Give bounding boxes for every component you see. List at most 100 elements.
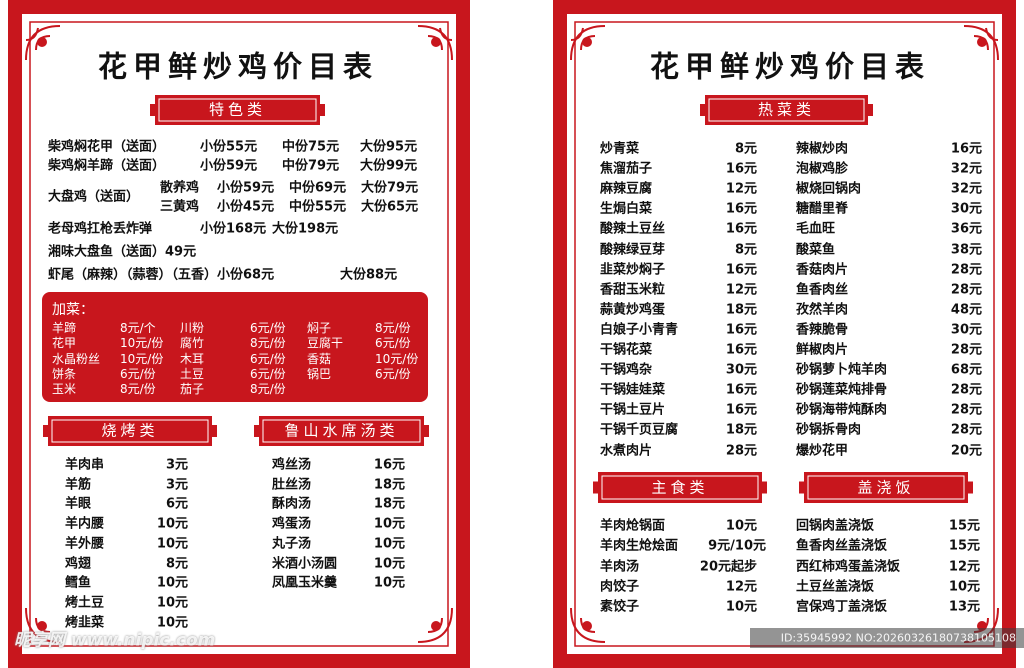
item-price: 6元 [165, 496, 188, 512]
extra-price: 6元/份 [250, 321, 286, 335]
menu-item: 大份198元 [272, 221, 339, 237]
item-price: 15元 [948, 518, 980, 534]
item-name: 羊内腰 [65, 516, 105, 532]
menu-item: 大份88元 [340, 267, 398, 283]
watermark-id: ID:35945992 NO:20260326180738105108 [780, 631, 1016, 645]
item-price: 8元 [734, 141, 757, 157]
item-price: 16元 [725, 201, 757, 217]
item-name: 泡椒鸡胗 [796, 161, 849, 177]
item-price: 16元 [725, 382, 757, 398]
item-name: 干锅鸡杂 [600, 362, 653, 378]
item-price: 16元 [725, 322, 757, 338]
item-price: 16元 [725, 342, 757, 358]
item-price: 28元 [725, 443, 757, 458]
banner-shape [867, 104, 873, 116]
item-name: 香辣脆骨 [796, 322, 849, 338]
item-name: 干锅千页豆腐 [600, 422, 679, 438]
section-heading: 鲁山水席汤类 [284, 421, 399, 440]
item-name: 椒烧回锅肉 [796, 181, 862, 197]
item-price: 28元 [950, 402, 982, 418]
extra-name: 豆腐干 [307, 336, 344, 351]
item-name: 酥肉汤 [272, 496, 312, 512]
item-name: 蒜黄炒鸡蛋 [600, 302, 666, 318]
banner-shape [761, 481, 767, 494]
extra-price: 8元/个 [120, 321, 156, 335]
extra-price: 8元/份 [250, 382, 286, 397]
extra-price: 6元/份 [375, 366, 411, 381]
item-price: 12元 [948, 559, 980, 575]
item-name: 羊外腰 [65, 536, 105, 552]
menu-item: 小份59元 [200, 158, 258, 174]
banner-shape [804, 472, 968, 503]
banner-shape [211, 425, 217, 437]
item-name: 砂锅拆骨肉 [796, 422, 862, 438]
item-name: 肉饺子 [600, 579, 640, 595]
item-name: 烤土豆 [65, 595, 105, 611]
extra-name: 香菇 [307, 351, 332, 366]
item-price: 16元 [725, 161, 757, 177]
item-name: 炒青菜 [600, 141, 640, 157]
extra-name: 木耳 [180, 351, 205, 366]
item-price: 10元 [373, 556, 405, 571]
item-name: 丸子汤 [272, 536, 312, 552]
item-name: 鳕鱼 [65, 575, 92, 591]
item-price: 18元 [725, 422, 757, 438]
item-price: 48元 [950, 302, 982, 318]
item-name: 鸡蛋汤 [272, 516, 312, 532]
item-name: 糖醋里脊 [796, 201, 849, 217]
extra-price: 10元/份 [120, 351, 164, 366]
item-price: 12元 [725, 579, 757, 595]
item-name: 辣椒炒肉 [796, 141, 849, 157]
item-name: 干锅土豆片 [600, 402, 666, 418]
extra-name: 饼条 [52, 366, 77, 381]
menu-item: 中份55元 [289, 199, 347, 215]
menu-title: 花甲鲜炒鸡价目表 [649, 49, 931, 84]
extra-price: 10元/份 [375, 351, 419, 366]
item-name: 酸辣土豆丝 [600, 221, 666, 237]
menu-item: 大份95元 [360, 139, 418, 155]
extra-name: 羊蹄 [52, 321, 77, 335]
item-price: 68元 [950, 362, 982, 378]
item-price: 9元/10元 [708, 538, 766, 554]
item-price: 10元 [156, 575, 188, 591]
item-price: 10元 [948, 579, 980, 595]
item-name: 羊肉生炝烩面 [600, 538, 679, 554]
banner-shape [51, 419, 209, 443]
item-name: 肚丝汤 [272, 477, 312, 493]
item-name: 白娘子小青青 [600, 322, 679, 338]
extra-price: 8元/份 [250, 336, 286, 351]
item-price: 8元 [734, 242, 757, 257]
banner-shape [259, 416, 424, 446]
item-price: 28元 [950, 382, 982, 398]
item-price: 10元 [156, 595, 188, 611]
extra-name: 川粉 [180, 321, 205, 335]
menu-item: 散养鸡 [160, 180, 200, 196]
section-heading: 盖浇饭 [857, 478, 915, 496]
item-price: 10元 [725, 518, 757, 534]
item-price: 10元 [373, 516, 405, 532]
extra-price: 8元/份 [120, 382, 156, 397]
item-name: 鸡翅 [65, 556, 92, 571]
banner-shape [319, 104, 325, 116]
banner-shape [807, 475, 965, 500]
item-name: 酸辣绿豆芽 [600, 242, 666, 257]
item-name: 焦溜茄子 [600, 161, 653, 177]
menu-item: 小份55元 [200, 139, 258, 155]
banner-shape [158, 98, 317, 122]
banner-shape [705, 95, 868, 125]
extra-name: 锅巴 [307, 366, 332, 381]
banner-shape [150, 104, 156, 116]
extra-name: 焖子 [307, 321, 332, 335]
item-price: 16元 [725, 262, 757, 278]
item-price: 32元 [950, 181, 982, 197]
item-name: 鱼香肉丝盖浇饭 [796, 538, 888, 554]
item-name: 香甜玉米粒 [600, 282, 666, 298]
extra-price: 10元/份 [120, 336, 164, 351]
item-price: 16元 [725, 221, 757, 237]
banner-shape [254, 425, 260, 437]
item-name: 爆炒花甲 [796, 443, 849, 458]
menu-item: 大份79元 [361, 180, 419, 196]
item-price: 3元 [165, 457, 188, 473]
banner-shape [598, 472, 762, 503]
item-price: 12元 [725, 181, 757, 197]
